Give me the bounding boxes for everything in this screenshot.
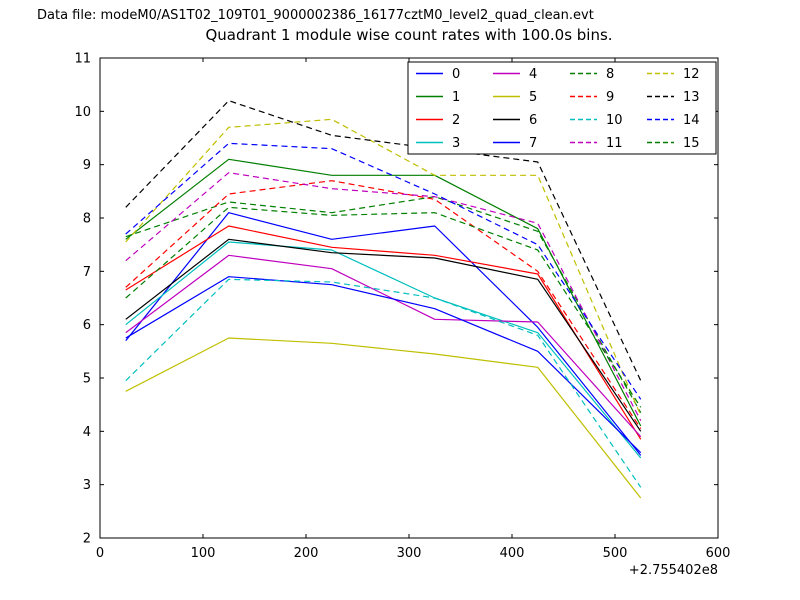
y-tick-label: 7 [83,265,91,280]
legend-label-14: 14 [683,113,700,128]
legend-label-6: 6 [529,113,537,128]
series-line-5 [125,337,642,499]
x-tick-label: 200 [294,546,319,561]
legend-box [407,61,717,155]
series-line-1 [125,158,642,427]
series-line-14 [125,142,642,400]
y-tick-label: 5 [83,372,91,387]
x-tick-label: 400 [500,546,525,561]
legend-label-5: 5 [529,90,537,105]
legend-label-7: 7 [529,136,537,151]
y-tick-label: 2 [83,532,91,547]
x-tick-label: 300 [397,546,422,561]
legend-label-4: 4 [529,67,537,82]
legend-label-13: 13 [683,90,700,105]
series-line-0 [125,212,642,456]
series-line-12 [125,118,642,416]
series-line-10 [125,278,642,488]
legend-label-10: 10 [606,113,623,128]
legend-label-11: 11 [606,136,623,151]
chart-title: Quadrant 1 module wise count rates with … [205,26,613,44]
y-tick-label: 11 [74,52,91,67]
series-line-8 [125,196,642,413]
legend-label-15: 15 [683,136,700,151]
legend-label-9: 9 [606,90,614,105]
legend-label-12: 12 [683,67,700,82]
series-line-3 [125,241,642,459]
x-offset-label: +2.755402e8 [629,563,718,578]
series-line-2 [125,225,642,440]
series-line-13 [125,100,642,381]
x-tick-label: 0 [96,546,104,561]
legend-label-1: 1 [452,90,460,105]
legend-label-3: 3 [452,136,460,151]
x-tick-label: 100 [191,546,216,561]
series-line-7 [125,276,642,454]
legend-label-2: 2 [452,113,460,128]
x-tick-label: 500 [603,546,628,561]
y-tick-label: 4 [83,425,91,440]
legend-label-8: 8 [606,67,614,82]
datafile-label: Data file: modeM0/AS1T02_109T01_90000023… [37,8,594,23]
series-line-4 [125,254,642,438]
y-tick-label: 8 [83,212,91,227]
series-line-6 [125,238,642,432]
y-tick-label: 3 [83,478,91,493]
x-tick-label: 600 [706,546,731,561]
y-tick-label: 9 [83,158,91,173]
legend-label-0: 0 [452,67,460,82]
series-line-11 [125,172,642,421]
y-tick-label: 10 [74,105,91,120]
series-line-15 [125,206,642,408]
y-tick-label: 6 [83,318,91,333]
series-line-9 [125,180,642,429]
